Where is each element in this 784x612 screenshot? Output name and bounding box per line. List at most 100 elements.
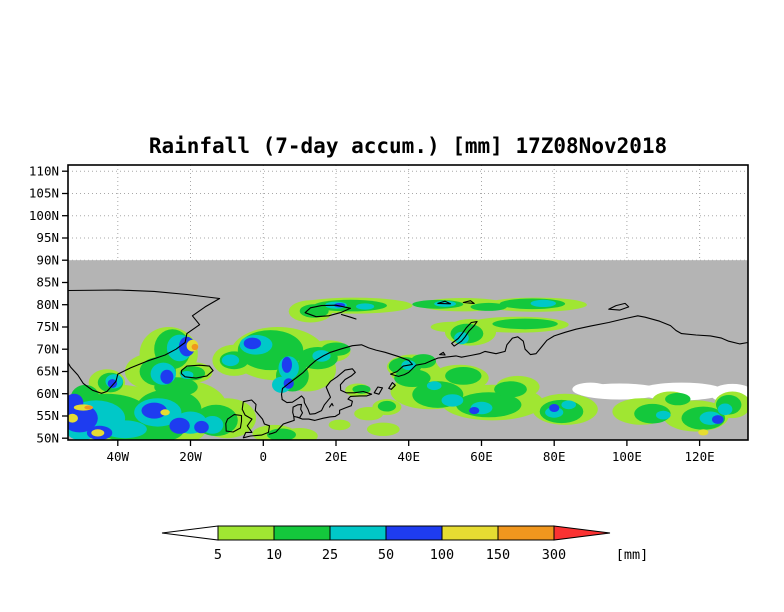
x-tick-label: 80E [543, 449, 566, 464]
y-tick-label: 60N [36, 386, 59, 401]
y-tick-label: 65N [36, 364, 59, 379]
y-tick-label: 75N [36, 319, 59, 334]
y-tick-label: 50N [36, 430, 59, 445]
plot-frame [67, 164, 749, 441]
precip-cell [356, 303, 375, 310]
precip-cell [91, 429, 105, 437]
coastline-franz-josef-2 [462, 300, 475, 304]
precip-cell [665, 392, 691, 406]
colorbar-segment [273, 525, 331, 541]
y-tick-label: 80N [36, 297, 59, 312]
coastline-franz-josef-1 [437, 300, 452, 305]
colorbar-segment [441, 525, 499, 541]
colorbar-tick-label: 150 [486, 547, 510, 563]
colorbar-svg: 5 10 25 50 100 150 300 [mm] [161, 525, 649, 563]
x-tick-label: 20E [325, 449, 348, 464]
precip-cell [103, 420, 147, 439]
colorbar-tick-label: 10 [266, 547, 282, 563]
y-tick-label: 70N [36, 341, 59, 356]
coastline-baltic-scandinavia [281, 368, 373, 421]
coastline-kolguev [439, 351, 446, 356]
coastline-ireland [225, 414, 243, 433]
y-tick-label: 110N [29, 163, 59, 178]
coastline-iceland [180, 364, 214, 379]
precip-cell [221, 354, 240, 367]
colorbar-segment [329, 525, 387, 541]
colorbar-tick-label: 5 [214, 547, 222, 563]
precip-cell [572, 382, 609, 396]
coastline-svalbard [304, 304, 352, 318]
colorbar-tick-label: 100 [430, 547, 454, 563]
y-tick-label: 100N [29, 208, 59, 223]
precip-cell [194, 420, 209, 434]
precip-cell [312, 350, 331, 362]
precip-cell [191, 343, 199, 351]
precip-cell [68, 413, 78, 423]
y-tick-label: 90N [36, 252, 59, 267]
coastline-lake-onega [388, 382, 396, 390]
coastline-jutland [292, 403, 304, 419]
x-tick-label: 40W [107, 449, 130, 464]
precip-cell [656, 410, 671, 420]
x-tick-label: 0 [260, 449, 268, 464]
precip-shading [68, 297, 748, 440]
precip-cell [698, 429, 709, 436]
colorbar-arrow-right [553, 525, 611, 541]
y-tick-label: 85N [36, 275, 59, 290]
coastline-great-britain [241, 399, 271, 439]
colorbar-tick-label: 50 [378, 547, 394, 563]
coastline-north-sea-coast [268, 415, 295, 435]
precip-cell [141, 402, 167, 419]
precip-cell [107, 379, 118, 388]
y-tick-label: 105N [29, 186, 59, 201]
precip-cell [445, 367, 482, 385]
precip-cell [561, 400, 576, 410]
precip-cell [299, 304, 329, 318]
precip-cell [328, 419, 351, 431]
precip-cell [160, 409, 170, 416]
precip-cell [549, 404, 560, 412]
colorbar-segment [217, 525, 275, 541]
precip-cell [530, 299, 556, 307]
precip-cell [470, 302, 507, 311]
colorbar-segment [385, 525, 443, 541]
coastline-severnaya-zemlya [608, 302, 630, 311]
colorbar-units-label: [mm] [616, 547, 649, 563]
x-tick-label: 100E [612, 449, 642, 464]
colorbar-tick-label: 300 [542, 547, 566, 563]
y-tick-label: 55N [36, 408, 59, 423]
precip-cell [84, 405, 94, 410]
axes: 110N 105N 100N 95N 90N 85N 80N 75N 70N 65N 60N 55N 5… [29, 163, 715, 464]
precip-cell [377, 400, 396, 412]
precip-cell [352, 384, 371, 394]
coastlines [68, 289, 748, 439]
coastline-lake-ladoga [373, 386, 384, 395]
x-tick-label: 60E [470, 449, 493, 464]
precip-cell [281, 356, 292, 373]
precip-cell [169, 417, 190, 434]
precip-cell [366, 422, 400, 436]
precip-cell [454, 331, 469, 345]
precip-cell [426, 381, 442, 391]
precip-cell [492, 318, 558, 330]
colorbar-arrow-left [161, 525, 219, 541]
colorbar-tick-label: 25 [322, 547, 338, 563]
precip-cell [160, 369, 174, 384]
precip-cell [441, 394, 464, 407]
coastline-norway-arctic-russia [280, 315, 748, 401]
x-tick-label: 120E [685, 449, 715, 464]
x-tick-label: 20W [179, 449, 202, 464]
map-plot-svg: 110N 105N 100N 95N 90N 85N 80N 75N 70N 65N 60N 55N 5… [29, 163, 749, 464]
precip-cell [494, 381, 527, 398]
chart-title: Rainfall (7-day accum.) [mm] 17Z08Nov201… [148, 134, 668, 158]
precip-cell [712, 415, 724, 424]
precip-cell [267, 428, 296, 440]
y-tick-label: 95N [36, 230, 59, 245]
colorbar-segment [497, 525, 555, 541]
precip-cell [717, 403, 733, 416]
coastline-gotland [328, 402, 334, 408]
coastline-novaya-zemlya [451, 321, 478, 347]
x-tick-label: 40E [397, 449, 420, 464]
precip-cell [243, 337, 262, 350]
